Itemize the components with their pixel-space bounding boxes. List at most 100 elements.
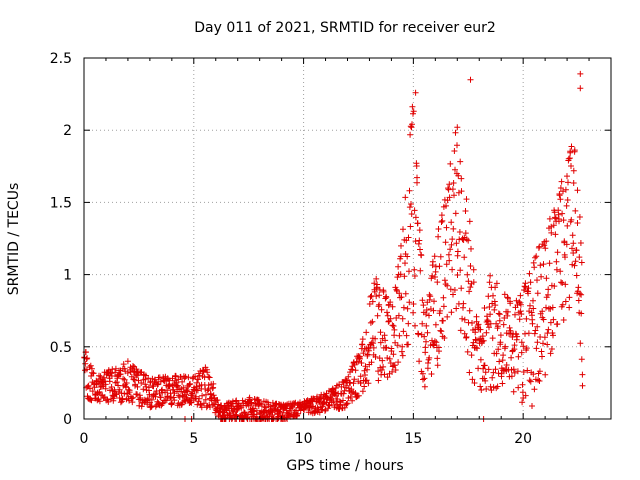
data-point <box>378 367 385 373</box>
data-point <box>423 338 429 345</box>
data-point <box>578 310 585 317</box>
data-point <box>562 281 569 288</box>
data-point <box>490 369 497 376</box>
data-point <box>510 366 517 373</box>
data-point <box>470 279 477 286</box>
data-point <box>448 241 455 248</box>
chart-title: Day 011 of 2021, SRMTID for receiver eur… <box>194 20 496 36</box>
data-point <box>373 275 380 282</box>
data-point <box>334 396 341 402</box>
data-point <box>492 302 499 309</box>
data-point <box>540 340 546 347</box>
data-point <box>429 258 436 265</box>
data-point <box>518 339 525 346</box>
data-point <box>355 392 362 399</box>
data-point <box>123 380 130 386</box>
data-point <box>373 293 380 300</box>
data-point <box>510 388 517 395</box>
y-tick-label: 1.5 <box>50 195 72 211</box>
data-point <box>179 392 186 399</box>
data-point <box>116 386 123 393</box>
data-point <box>551 283 558 290</box>
data-point <box>565 155 572 162</box>
data-point <box>412 322 418 329</box>
data-point <box>534 277 540 284</box>
data-point <box>435 226 442 232</box>
data-point <box>569 245 575 252</box>
data-point <box>452 166 458 173</box>
data-point <box>531 264 538 271</box>
data-point <box>419 320 426 327</box>
data-point <box>166 377 173 384</box>
data-point <box>497 339 504 346</box>
data-point <box>184 388 191 395</box>
data-point <box>371 288 378 295</box>
data-point <box>569 232 576 239</box>
data-point <box>542 371 549 378</box>
data-point <box>504 308 511 315</box>
data-point <box>338 383 345 390</box>
data-point <box>519 389 526 396</box>
data-point <box>434 355 441 362</box>
data-point <box>364 366 371 373</box>
data-point <box>515 384 522 391</box>
data-point <box>459 315 466 322</box>
data-point <box>426 354 433 361</box>
data-point <box>579 371 586 378</box>
data-point <box>223 406 229 413</box>
data-point <box>492 366 499 373</box>
data-point <box>389 303 396 310</box>
data-point <box>453 305 460 312</box>
data-point <box>543 304 549 311</box>
data-point <box>533 253 540 260</box>
data-point <box>560 217 567 224</box>
data-point <box>550 222 557 229</box>
data-point <box>542 245 549 252</box>
data-point <box>201 400 207 407</box>
data-point <box>577 240 584 246</box>
data-point <box>568 216 575 223</box>
data-point <box>322 407 328 414</box>
data-point <box>539 353 545 360</box>
data-point <box>464 271 471 278</box>
data-point <box>112 369 118 376</box>
data-point <box>403 332 410 339</box>
data-point <box>372 335 379 342</box>
data-point <box>409 121 415 128</box>
data-point <box>372 353 379 360</box>
data-point <box>97 373 104 380</box>
data-point <box>551 209 558 216</box>
data-point <box>496 358 503 365</box>
data-point <box>171 397 178 404</box>
data-point <box>150 383 157 390</box>
data-point <box>199 392 206 399</box>
data-point <box>557 196 564 203</box>
data-point <box>344 400 351 407</box>
data-point <box>374 312 381 319</box>
data-point <box>536 243 543 250</box>
data-point <box>568 143 575 150</box>
data-point <box>424 329 431 336</box>
data-point <box>519 399 526 406</box>
data-point <box>466 218 473 225</box>
data-point <box>496 317 503 324</box>
data-point <box>367 293 374 300</box>
data-point <box>439 217 446 224</box>
data-point <box>525 330 532 337</box>
data-point <box>371 280 378 287</box>
data-point <box>120 361 127 368</box>
y-tick-label: 2 <box>63 123 72 139</box>
data-point <box>543 238 550 245</box>
data-point <box>187 399 194 406</box>
data-point <box>554 249 561 256</box>
data-point <box>467 284 474 291</box>
data-point <box>412 214 419 221</box>
data-point <box>427 293 434 300</box>
data-point <box>489 374 496 381</box>
data-point <box>479 333 486 340</box>
data-point <box>525 285 532 292</box>
data-point <box>432 321 439 328</box>
data-point <box>434 279 441 286</box>
data-point <box>477 356 484 363</box>
data-point <box>563 202 570 209</box>
